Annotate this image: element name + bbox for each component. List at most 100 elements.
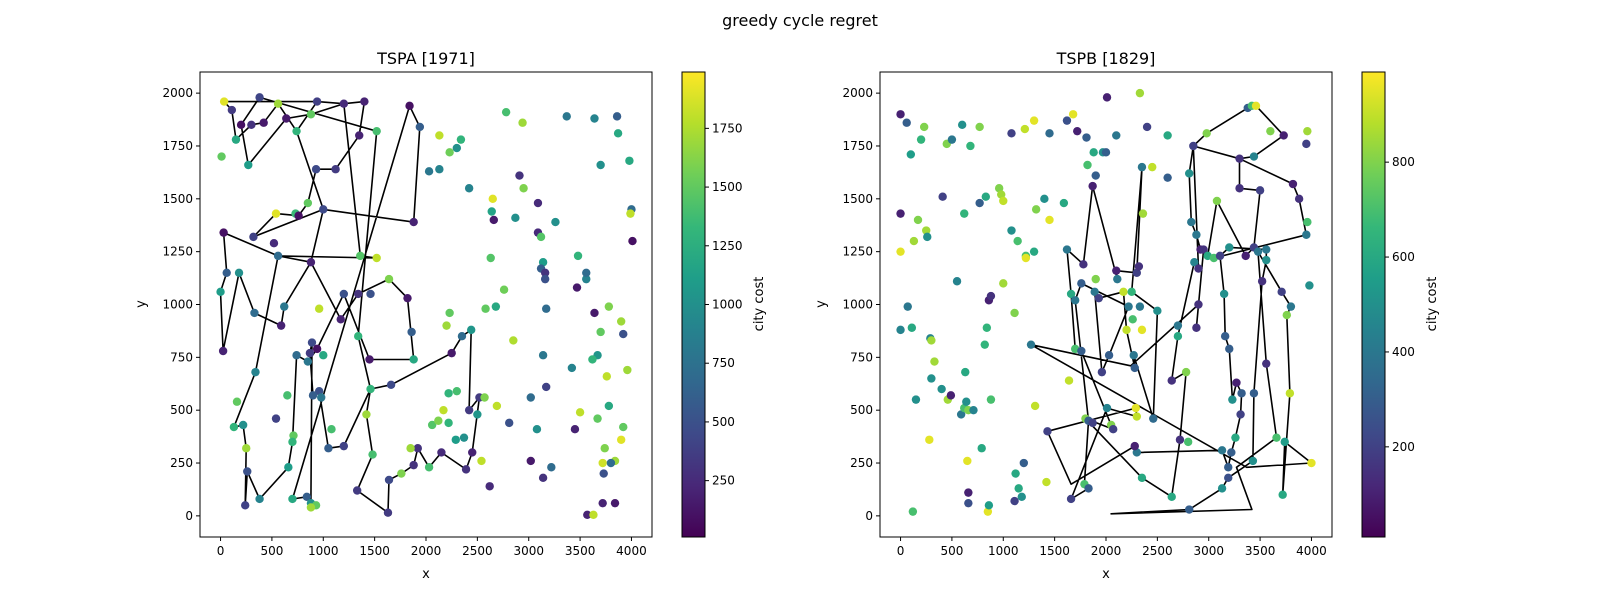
city-point — [303, 357, 313, 366]
city-point — [445, 308, 454, 318]
city-point — [403, 293, 412, 303]
city-point — [511, 213, 520, 223]
city-point — [219, 228, 228, 237]
city-point — [487, 207, 496, 216]
city-point — [473, 410, 482, 419]
city-point — [596, 160, 605, 170]
city-point — [1212, 196, 1222, 206]
city-point — [526, 456, 535, 466]
city-point — [415, 122, 425, 132]
city-point — [1262, 245, 1271, 254]
colorbar-tick-label: 500 — [712, 415, 735, 429]
city-point — [1262, 255, 1271, 265]
city-points — [896, 88, 1316, 516]
chart-title: TSPB [1829] — [1056, 49, 1156, 68]
city-point — [219, 97, 229, 106]
city-point — [1042, 477, 1051, 487]
city-point — [1097, 367, 1107, 377]
city-point — [1132, 448, 1142, 457]
city-point — [1285, 389, 1295, 398]
city-point — [1135, 302, 1145, 311]
city-point — [977, 444, 986, 453]
y-tick-label: 1000 — [842, 298, 873, 312]
city-point — [1192, 323, 1201, 332]
city-point — [583, 510, 592, 520]
city-point — [1302, 139, 1311, 149]
city-point — [573, 251, 583, 261]
city-point — [1199, 245, 1208, 254]
city-point — [424, 167, 434, 176]
city-point — [562, 112, 571, 121]
city-point — [1236, 410, 1245, 419]
city-point — [242, 444, 251, 453]
city-point — [355, 131, 364, 140]
city-point — [306, 110, 316, 119]
city-point — [536, 232, 546, 242]
city-points — [216, 93, 637, 520]
city-point — [1010, 308, 1019, 318]
x-tick-label: 3000 — [513, 544, 544, 558]
city-point — [1187, 217, 1196, 227]
city-point — [249, 232, 258, 242]
y-tick-label: 500 — [850, 403, 873, 417]
city-point — [305, 348, 315, 358]
city-point — [590, 308, 599, 318]
y-tick-label: 750 — [850, 350, 873, 364]
city-point — [477, 456, 486, 466]
city-point — [452, 143, 462, 153]
city-point — [366, 289, 375, 299]
city-point — [515, 171, 524, 180]
city-point — [1249, 152, 1259, 161]
city-point — [306, 503, 316, 512]
city-point — [435, 131, 444, 140]
city-point — [250, 308, 259, 318]
city-point — [427, 420, 437, 430]
city-point — [244, 160, 253, 170]
city-point — [1302, 230, 1311, 239]
colorbar-tick-label: 600 — [1392, 250, 1415, 264]
city-point — [255, 494, 264, 504]
y-tick-label: 1750 — [162, 139, 193, 153]
y-axis-label: y — [814, 300, 829, 308]
city-point — [488, 194, 497, 204]
colorbar-tick-label: 250 — [712, 474, 735, 488]
city-point — [540, 268, 550, 277]
city-point — [1167, 376, 1176, 385]
city-point — [1148, 162, 1157, 172]
city-point — [284, 463, 293, 472]
city-point — [975, 198, 984, 208]
y-tick-label: 2000 — [842, 86, 873, 100]
city-point — [1241, 251, 1250, 261]
city-point — [1282, 310, 1292, 320]
x-tick-label: 500 — [260, 544, 283, 558]
x-tick-label: 3500 — [565, 544, 596, 558]
city-point — [1119, 287, 1128, 297]
city-point — [1062, 245, 1072, 254]
city-point — [1059, 198, 1069, 208]
city-point — [1112, 266, 1121, 275]
city-point — [282, 114, 291, 123]
x-tick-label: 2500 — [462, 544, 493, 558]
city-point — [1031, 205, 1041, 214]
city-point — [1132, 412, 1142, 421]
city-point — [372, 253, 381, 263]
city-point — [231, 135, 241, 144]
city-point — [907, 323, 917, 332]
city-point — [925, 435, 934, 444]
city-point — [236, 120, 246, 130]
city-point — [896, 110, 905, 119]
city-point — [1280, 437, 1289, 447]
city-point — [984, 501, 994, 510]
x-tick-label: 0 — [897, 544, 905, 558]
city-point — [1185, 169, 1194, 178]
colorbar-gradient — [1361, 71, 1386, 538]
city-point — [456, 135, 466, 144]
city-point — [1190, 258, 1199, 267]
y-tick-label: 750 — [170, 350, 193, 364]
colorbar-gradient — [681, 71, 706, 538]
colorbar: 250 500 750 1000 1250 1500 1750 city cost — [681, 71, 767, 538]
city-point — [464, 405, 474, 415]
city-point — [1278, 490, 1287, 499]
city-point — [1189, 141, 1198, 151]
